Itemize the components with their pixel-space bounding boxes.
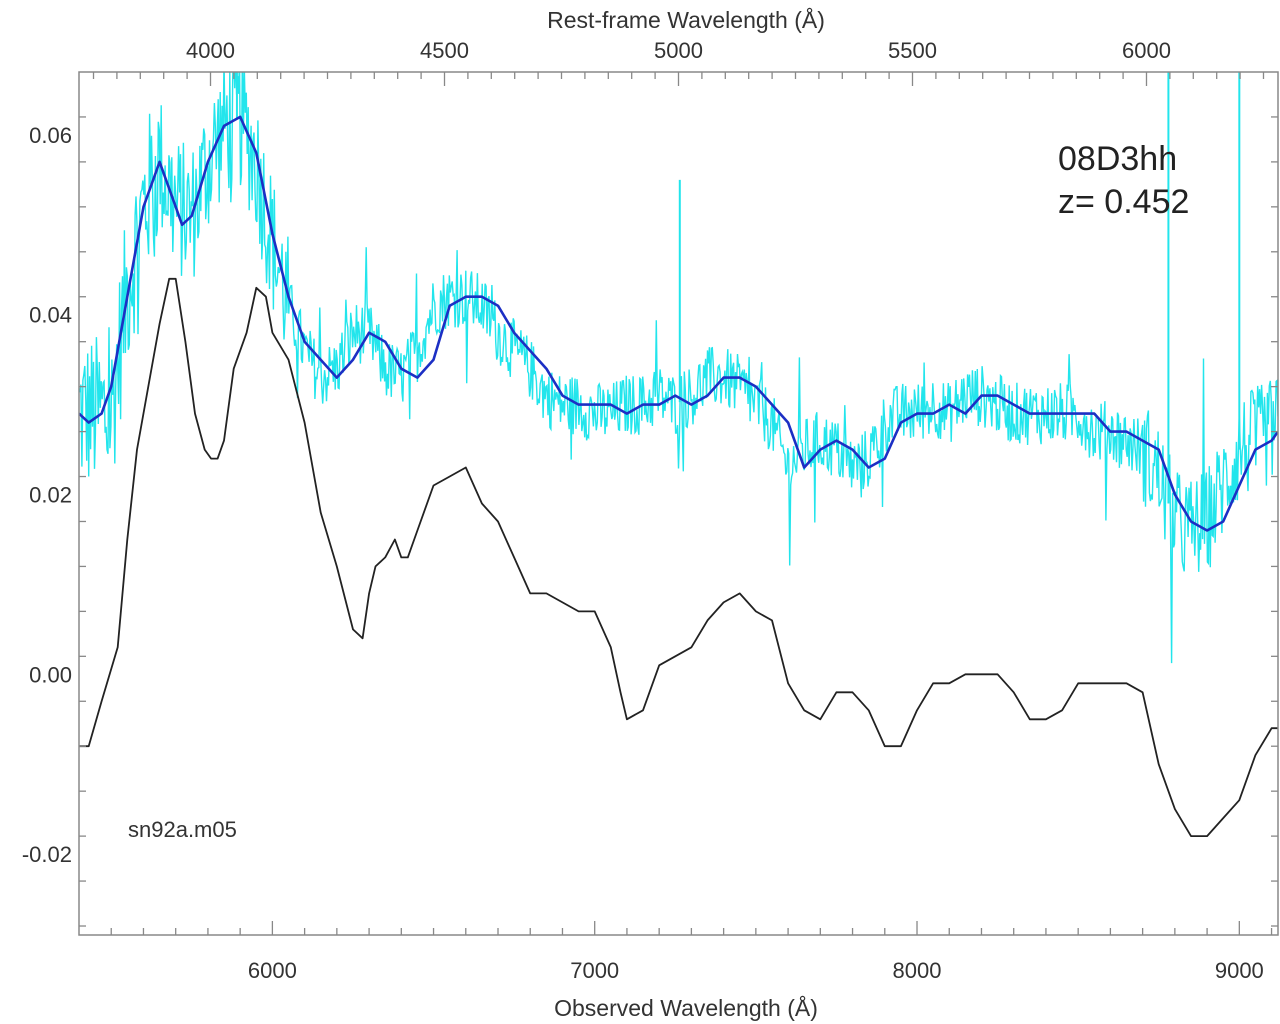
- y-tick-label: -0.02: [22, 842, 72, 867]
- x-axis-title: Observed Wavelength (Å): [554, 994, 818, 1021]
- x-tick-label: 6000: [248, 958, 297, 983]
- template-spectrum-line: [79, 277, 1278, 837]
- redshift-annotation: z= 0.452: [1058, 183, 1189, 221]
- raw-spectrum-line: [79, 72, 1278, 664]
- y-tick-label: 0.04: [29, 303, 72, 328]
- x2-tick-label: 5000: [654, 38, 703, 63]
- x2-tick-label: 4000: [186, 38, 235, 63]
- x2-tick-label: 4500: [420, 38, 469, 63]
- smoothed-spectrum-line: [79, 115, 1278, 532]
- y-tick-label: 0.06: [29, 123, 72, 148]
- x-tick-label: 9000: [1215, 958, 1264, 983]
- y-tick-label: 0.00: [29, 662, 72, 687]
- template-name-label: sn92a.m05: [128, 817, 237, 842]
- x-tick-label: 7000: [570, 958, 619, 983]
- y-tick-label: 0.02: [29, 483, 72, 508]
- x2-axis-title: Rest-frame Wavelength (Å): [547, 6, 825, 33]
- x2-tick-label: 5500: [888, 38, 937, 63]
- object-name-annotation: 08D3hh: [1058, 140, 1177, 178]
- x-tick-label: 8000: [893, 958, 942, 983]
- x2-tick-label: 6000: [1122, 38, 1171, 63]
